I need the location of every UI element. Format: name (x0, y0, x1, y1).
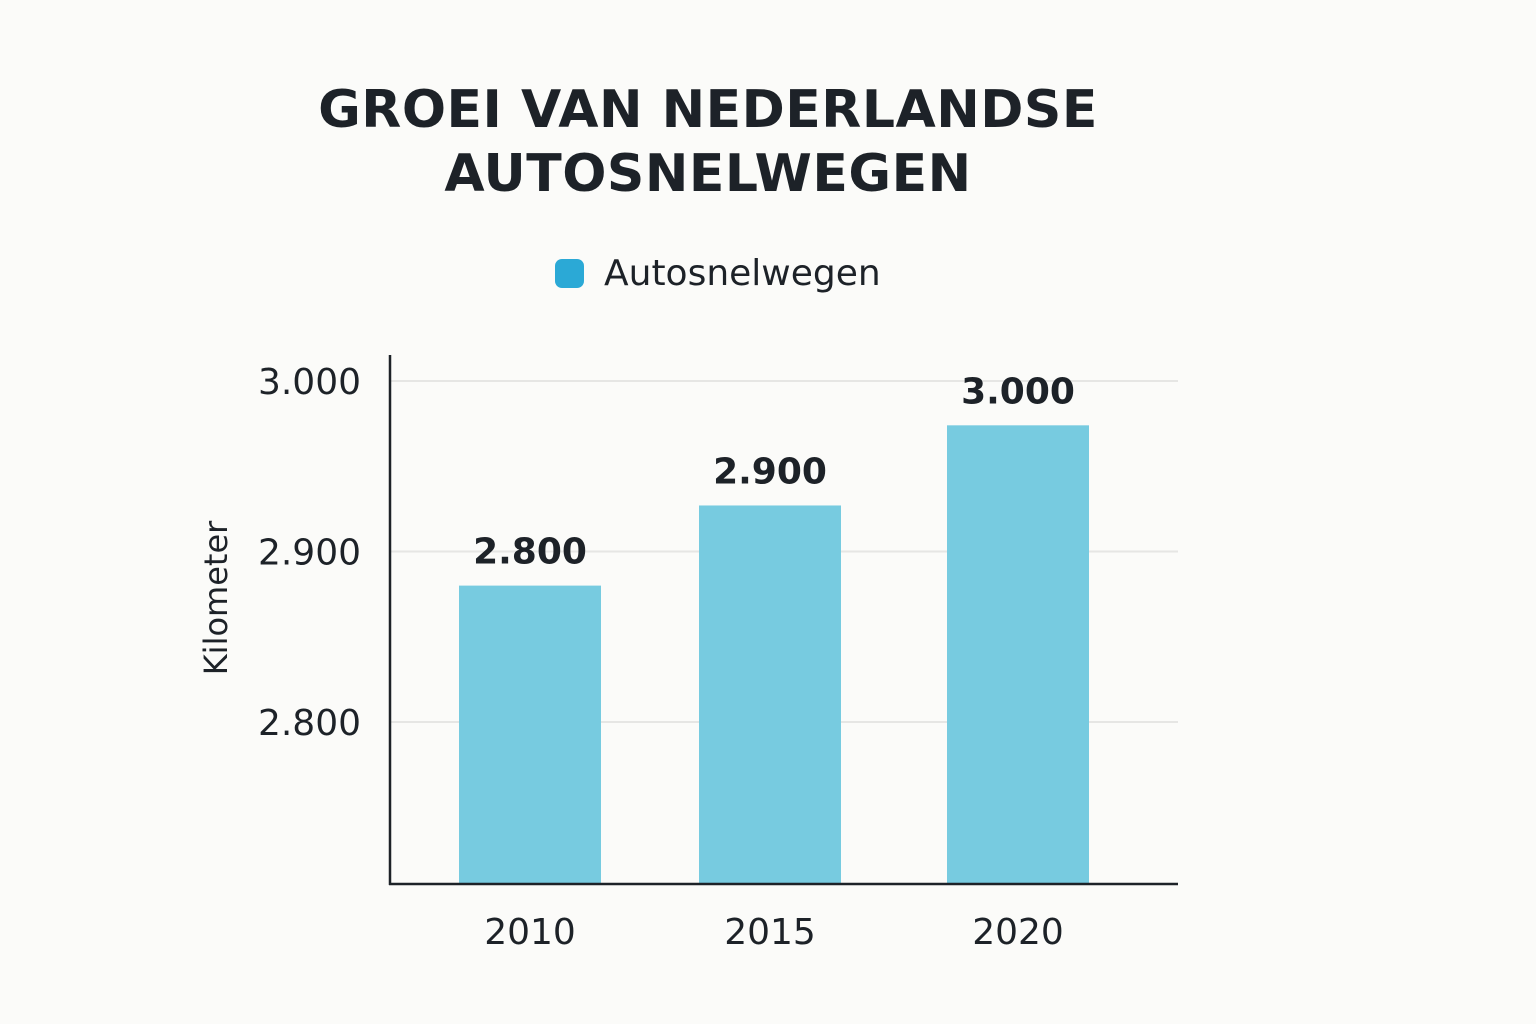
bar (947, 425, 1089, 884)
data-label: 3.000 (961, 371, 1075, 412)
legend-label: Autosnelwegen (604, 252, 881, 294)
y-tick-label: 2.800 (258, 703, 361, 744)
data-label: 2.900 (713, 451, 827, 492)
chart-title-line-2: AUTOSNELWEGEN (444, 144, 972, 204)
bar (699, 505, 841, 884)
legend: Autosnelwegen (555, 250, 881, 296)
legend-swatch (555, 258, 584, 288)
chart-title: GROEI VAN NEDERLANDSE AUTOSNELWEGEN (0, 78, 1416, 206)
data-label: 2.800 (473, 532, 587, 573)
x-tick-label: 2015 (724, 912, 816, 953)
x-tick-label: 2020 (972, 912, 1064, 953)
bar (459, 585, 601, 884)
y-axis-title: Kilometer (197, 520, 235, 675)
chart-title-line-1: GROEI VAN NEDERLANDSE (318, 80, 1098, 140)
x-tick-label: 2010 (484, 912, 576, 953)
y-tick-label: 3.000 (258, 362, 361, 403)
y-tick-label: 2.900 (258, 533, 361, 574)
